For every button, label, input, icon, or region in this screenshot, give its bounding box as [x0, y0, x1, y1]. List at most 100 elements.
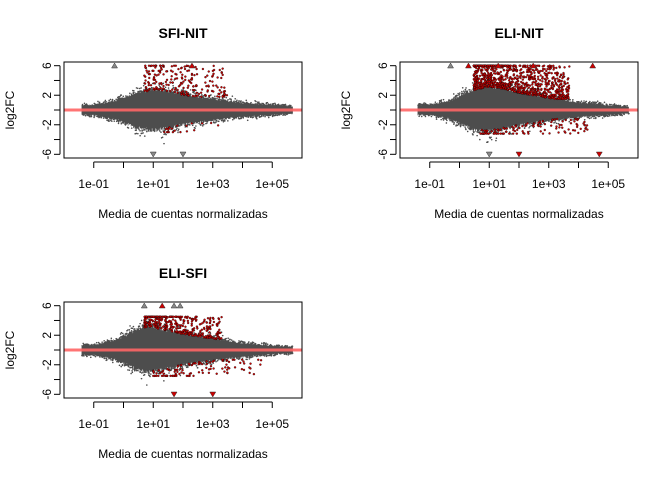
- significant-point: [534, 79, 538, 83]
- nonsignificant-point: [598, 102, 601, 105]
- nonsignificant-point: [147, 374, 150, 376]
- nonsignificant-point: [578, 116, 581, 119]
- nonsignificant-point: [553, 122, 555, 124]
- nonsignificant-point: [461, 90, 463, 93]
- nonsignificant-point: [129, 325, 131, 327]
- nonsignificant-point: [117, 119, 120, 122]
- nonsignificant-point: [528, 126, 530, 129]
- nonsignificant-point: [588, 115, 591, 117]
- nonsignificant-point: [461, 124, 463, 126]
- nonsignificant-point: [111, 100, 114, 102]
- nonsignificant-point: [267, 103, 270, 106]
- significant-point: [179, 71, 182, 74]
- nonsignificant-point: [568, 120, 571, 123]
- significant-point: [176, 368, 179, 371]
- nonsignificant-point: [559, 118, 562, 120]
- y-axis: -6 -2 2 6: [376, 62, 397, 160]
- nonsignificant-point: [495, 131, 498, 133]
- significant-point: [182, 372, 185, 375]
- significant-point: [209, 121, 213, 125]
- significant-point: [174, 321, 178, 324]
- nonsignificant-point: [137, 127, 140, 129]
- significant-point: [499, 75, 502, 78]
- nonsignificant-point: [588, 117, 591, 120]
- significant-point: [180, 324, 183, 327]
- significant-point: [148, 76, 151, 80]
- nonsignificant-point: [228, 117, 230, 120]
- significant-point: [211, 80, 214, 83]
- nonsignificant-point: [184, 124, 186, 127]
- significant-point: [182, 332, 185, 335]
- nonsignificant-point: [130, 331, 133, 334]
- significant-point: [492, 67, 495, 71]
- nonsignificant-point: [138, 325, 141, 327]
- significant-point: [190, 363, 194, 367]
- nonsignificant-point: [120, 365, 123, 368]
- significant-point: [489, 82, 493, 85]
- nonsignificant-point: [265, 344, 267, 346]
- significant-point: [554, 94, 557, 98]
- significant-point: [492, 64, 495, 67]
- outlier-markers: [140, 302, 217, 398]
- significant-point: [502, 132, 505, 135]
- significant-point: [576, 124, 579, 127]
- significant-point: [185, 330, 189, 333]
- nonsignificant-point: [122, 334, 125, 337]
- significant-point: [179, 326, 182, 330]
- nonsignificant-point: [257, 355, 259, 357]
- nonsignificant-point: [119, 95, 121, 98]
- significant-point: [518, 126, 521, 130]
- nonsignificant-point: [249, 116, 252, 119]
- nonsignificant-point: [254, 343, 257, 346]
- significant-point: [491, 85, 494, 88]
- nonsignificant-point: [102, 117, 105, 119]
- significant-point: [216, 124, 220, 127]
- significant-point: [221, 73, 224, 77]
- nonsignificant-point: [201, 94, 203, 96]
- nonsignificant-point: [148, 372, 150, 374]
- nonsignificant-point: [464, 126, 467, 128]
- significant-point: [558, 75, 562, 79]
- significant-point: [563, 66, 566, 69]
- significant-point: [511, 78, 514, 81]
- significant-point: [188, 316, 192, 320]
- significant-point: [566, 78, 569, 81]
- significant-point: [218, 95, 221, 98]
- significant-point: [168, 369, 171, 372]
- nonsignificant-point: [134, 329, 137, 332]
- nonsignificant-point: [165, 133, 167, 136]
- significant-point: [218, 68, 221, 72]
- significant-point: [537, 89, 540, 92]
- nonsignificant-point: [287, 352, 290, 355]
- nonsignificant-point: [249, 102, 251, 105]
- significant-point: [208, 94, 211, 98]
- nonsignificant-point: [85, 103, 88, 105]
- nonsignificant-point: [616, 104, 618, 107]
- x-tick-label: 1e-01: [414, 177, 445, 191]
- nonsignificant-point: [479, 138, 481, 141]
- significant-point: [148, 325, 151, 328]
- significant-point: [493, 72, 496, 75]
- outlier-up-triangle: [140, 302, 148, 309]
- significant-point: [558, 126, 561, 129]
- nonsignificant-point: [276, 353, 279, 356]
- significant-point: [521, 75, 525, 78]
- nonsignificant-point: [451, 119, 453, 121]
- significant-point: [521, 92, 524, 95]
- nonsignificant-point: [193, 122, 195, 124]
- nonsignificant-point: [258, 102, 260, 105]
- outlier-up-triangle: [529, 62, 537, 69]
- nonsignificant-point: [199, 123, 201, 126]
- significant-point: [532, 125, 535, 128]
- significant-point: [178, 331, 181, 334]
- x-tick-label: 1e+05: [591, 177, 625, 191]
- nonsignificant-point: [90, 115, 92, 118]
- significant-point: [516, 85, 519, 89]
- significant-point: [170, 75, 173, 78]
- significant-point: [202, 321, 205, 324]
- nonsignificant-point: [463, 90, 465, 92]
- significant-point: [196, 94, 199, 97]
- significant-point: [509, 64, 512, 67]
- nonsignificant-point: [601, 117, 604, 119]
- significant-point: [543, 128, 546, 132]
